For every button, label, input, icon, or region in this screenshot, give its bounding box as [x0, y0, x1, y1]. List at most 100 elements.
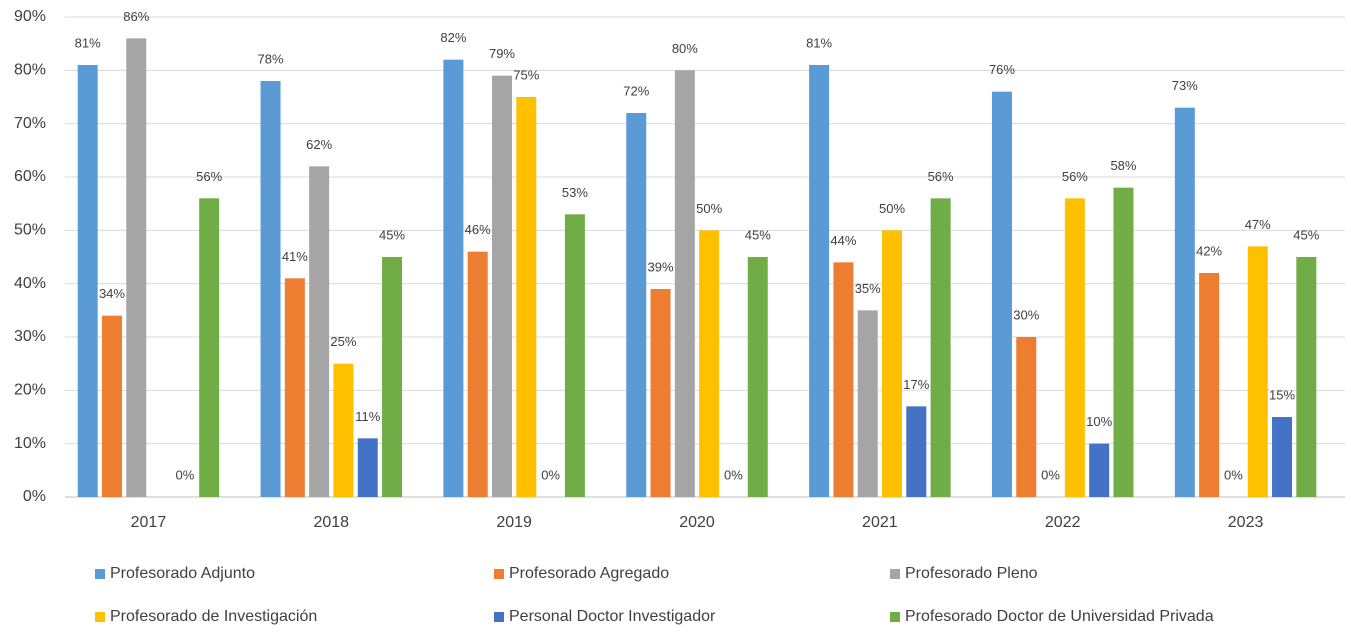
legend-swatch: [95, 569, 105, 579]
x-tick-label: 2022: [1045, 514, 1081, 531]
data-label: 42%: [1196, 243, 1222, 258]
data-label: 82%: [440, 30, 466, 45]
bar: [991, 91, 1012, 498]
data-label: 58%: [1110, 158, 1136, 173]
data-label: 75%: [513, 67, 539, 82]
bar: [1296, 257, 1317, 497]
data-label: 78%: [258, 51, 284, 66]
x-tick-label: 2021: [862, 514, 898, 531]
data-label: 44%: [830, 233, 856, 248]
y-tick-label: 10%: [14, 435, 46, 452]
bar: [809, 65, 830, 497]
data-label: 0%: [724, 467, 743, 482]
bar: [747, 257, 768, 497]
bar: [101, 315, 122, 497]
bar: [467, 251, 488, 497]
data-label: 15%: [1269, 387, 1295, 402]
bar: [333, 363, 354, 497]
data-label: 86%: [123, 9, 149, 24]
legend-label: Profesorado de Investigación: [110, 608, 317, 625]
bar: [1174, 107, 1195, 498]
data-label: 56%: [196, 169, 222, 184]
data-label: 0%: [175, 467, 194, 482]
y-tick-label: 70%: [14, 115, 46, 132]
x-tick-label: 2017: [131, 514, 167, 531]
bar: [650, 289, 671, 497]
data-label: 0%: [1041, 467, 1060, 482]
bar: [77, 65, 98, 497]
legend-label: Profesorado Adjunto: [110, 565, 255, 582]
y-tick-label: 50%: [14, 222, 46, 239]
bar: [382, 257, 403, 497]
legend-label: Personal Doctor Investigador: [509, 608, 716, 625]
bar: [199, 198, 220, 498]
data-label: 79%: [489, 46, 515, 61]
data-label: 30%: [1013, 307, 1039, 322]
legend-label: Profesorado Pleno: [905, 565, 1038, 582]
legend-swatch: [95, 612, 105, 622]
data-label: 35%: [855, 281, 881, 296]
y-tick-label: 60%: [14, 168, 46, 185]
data-label: 50%: [696, 201, 722, 216]
data-label: 45%: [379, 227, 405, 242]
data-label: 62%: [306, 137, 332, 152]
data-label: 45%: [745, 227, 771, 242]
legend-label: Profesorado Agregado: [509, 565, 669, 582]
data-label: 11%: [355, 409, 380, 424]
data-label: 10%: [1086, 414, 1112, 429]
data-label: 0%: [1224, 467, 1243, 482]
bar: [833, 262, 854, 497]
bar: [1199, 273, 1220, 497]
y-tick-label: 20%: [14, 382, 46, 399]
bar: [1272, 417, 1293, 497]
y-tick-label: 30%: [14, 328, 46, 345]
data-label: 50%: [879, 201, 905, 216]
x-tick-label: 2018: [313, 514, 349, 531]
x-tick-label: 2019: [496, 514, 532, 531]
bar: [564, 214, 585, 498]
legend-label: Profesorado Doctor de Universidad Privad…: [905, 608, 1214, 625]
data-label: 81%: [75, 35, 101, 50]
data-label: 39%: [648, 259, 674, 274]
data-label: 76%: [989, 62, 1015, 77]
legend-swatch: [890, 612, 900, 622]
data-label: 53%: [562, 185, 588, 200]
bar: [357, 438, 378, 497]
data-label: 34%: [99, 286, 125, 301]
data-label: 25%: [330, 334, 356, 349]
data-label: 81%: [806, 35, 832, 50]
bar: [1113, 187, 1134, 497]
legend-swatch: [890, 569, 900, 579]
data-label: 72%: [623, 83, 649, 98]
data-label: 73%: [1172, 78, 1198, 93]
bar: [857, 310, 878, 497]
y-tick-label: 0%: [23, 488, 46, 505]
data-label: 0%: [541, 467, 560, 482]
data-label: 56%: [928, 169, 954, 184]
data-label: 17%: [903, 377, 929, 392]
bar: [1089, 443, 1110, 497]
bar: [674, 70, 695, 497]
bar: [309, 166, 330, 498]
data-label: 46%: [465, 222, 491, 237]
data-label: 80%: [672, 41, 698, 56]
bar: [260, 81, 281, 497]
bar: [930, 198, 951, 498]
y-tick-label: 90%: [14, 8, 46, 25]
bar: [1064, 198, 1085, 498]
bar: [699, 230, 720, 498]
data-label: 41%: [282, 249, 308, 264]
legend-swatch: [494, 612, 504, 622]
bar: [491, 75, 512, 498]
data-label: 47%: [1245, 217, 1271, 232]
bar: [284, 278, 305, 497]
bar: [906, 406, 927, 497]
bar: [126, 38, 147, 497]
data-label: 45%: [1293, 227, 1319, 242]
x-tick-label: 2020: [679, 514, 715, 531]
legend-swatch: [494, 569, 504, 579]
bar: [1247, 246, 1268, 497]
y-tick-label: 40%: [14, 275, 46, 292]
bar: [443, 59, 464, 498]
